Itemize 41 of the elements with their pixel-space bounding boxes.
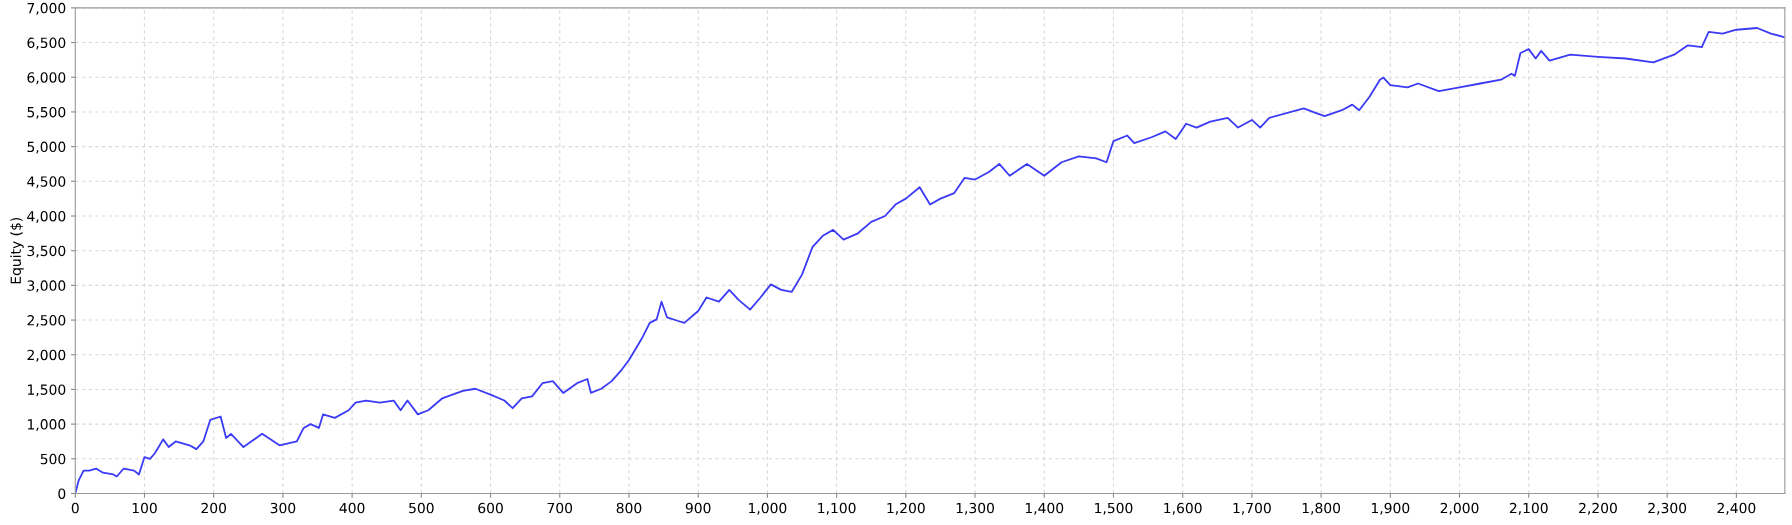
x-tick-label: 1,100 (818, 502, 856, 515)
y-tick-label: 2,500 (27, 315, 66, 327)
x-tick-label: 800 (616, 502, 642, 514)
x-tick-label: 1,900 (1371, 502, 1410, 515)
y-tick-label: 3,000 (27, 280, 66, 293)
x-tick-label: 400 (339, 502, 365, 514)
y-tick-label: 4,000 (27, 210, 66, 223)
y-tick-label: 6,500 (27, 37, 66, 50)
x-tick-label: 1,500 (1095, 502, 1133, 515)
x-tick-label: 500 (409, 502, 434, 514)
x-tick-label: 200 (201, 502, 227, 514)
y-tick-label: 500 (40, 453, 66, 465)
y-tick-label: 2,000 (27, 349, 66, 362)
x-tick-label: 2,400 (1717, 502, 1756, 515)
x-tick-label: 1,800 (1302, 502, 1341, 515)
x-tick-label: 300 (270, 502, 296, 514)
y-tick-label: 0 (58, 488, 66, 499)
x-tick-label: 2,000 (1440, 502, 1479, 515)
x-tick-label: 2,300 (1648, 502, 1687, 515)
y-tick-label: 5,500 (27, 106, 66, 119)
x-tick-label: 600 (478, 502, 503, 514)
x-tick-label: 1,000 (749, 502, 787, 515)
x-tick-label: 2,100 (1509, 502, 1548, 515)
x-tick-label: 0 (71, 502, 79, 514)
x-tick-label: 1,400 (1025, 502, 1064, 515)
y-tick-label: 6,000 (27, 72, 66, 85)
x-tick-label: 900 (685, 502, 711, 514)
x-tick-label: 100 (132, 502, 157, 514)
y-axis-title: Equity ($) (10, 217, 24, 284)
x-tick-label: 700 (547, 502, 573, 514)
x-tick-label: 1,200 (887, 502, 925, 515)
x-tick-label: 2,200 (1579, 502, 1617, 515)
y-tick-label: 3,500 (27, 245, 66, 258)
x-tick-label: 1,600 (1164, 502, 1202, 515)
y-tick-label: 4,500 (27, 176, 66, 189)
y-tick-label: 1,000 (28, 419, 66, 432)
y-tick-label: 7,000 (27, 2, 66, 15)
x-tick-label: 1,700 (1233, 502, 1271, 515)
y-tick-label: 1,500 (28, 384, 66, 397)
x-tick-label: 1,300 (956, 502, 994, 515)
y-tick-label: 5,000 (27, 141, 66, 154)
